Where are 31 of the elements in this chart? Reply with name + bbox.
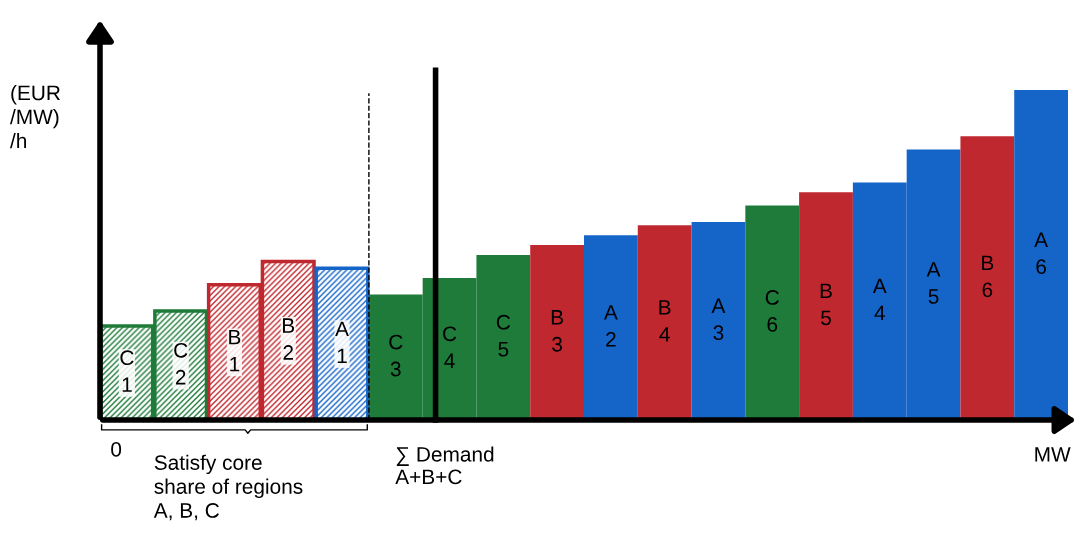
x-tick-label: B 2 — [282, 318, 295, 360]
x-tick-label: A 6 — [1034, 232, 1049, 275]
x-tick-label: C 2 — [174, 342, 188, 385]
x-tick-label: C 1 — [120, 350, 134, 392]
x-tick-label: C 4 — [443, 326, 457, 368]
bar — [745, 205, 800, 420]
x-tick-label: A 1 — [335, 321, 349, 363]
bar — [691, 222, 746, 420]
x-axis-title: MW — [1035, 447, 1071, 462]
x-tick-label: A 5 — [926, 262, 941, 304]
bar — [584, 235, 638, 420]
bar — [1014, 90, 1068, 420]
bar — [960, 136, 1015, 420]
bar — [637, 225, 692, 420]
x-tick-label: B 4 — [659, 300, 671, 342]
x-tick-label: A 2 — [603, 305, 618, 347]
y-axis-title: (EUR /MW) /h — [10, 85, 60, 149]
text: Satisfy core share of regions A, B, C — [153, 454, 303, 521]
bar — [530, 245, 584, 420]
x-tick-label: B 3 — [551, 310, 563, 352]
x-tick-label: B 1 — [229, 329, 241, 372]
x-tick-label: C 3 — [389, 334, 403, 377]
x-tick-label: B 5 — [820, 283, 832, 326]
text: ∑ Demand A+B+C — [395, 446, 494, 485]
bar — [799, 192, 853, 420]
x-tick-label: C 6 — [765, 290, 779, 332]
x-tick-label: C 5 — [496, 314, 511, 357]
x-tick-label: A 3 — [711, 298, 726, 341]
x-tick-label: A 4 — [872, 278, 887, 321]
x-tick-label: B 6 — [982, 255, 994, 298]
text: 0 — [111, 442, 122, 457]
